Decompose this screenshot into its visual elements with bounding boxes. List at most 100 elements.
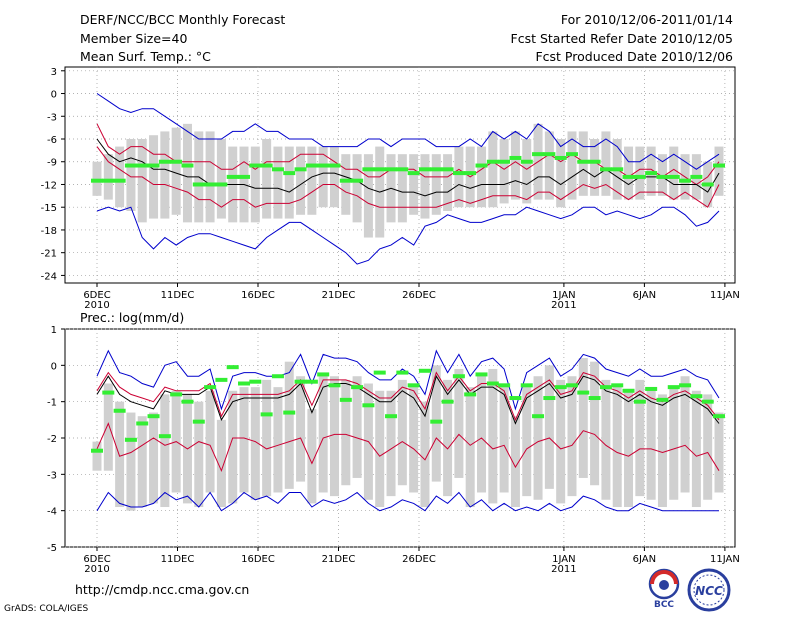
observation-mark bbox=[362, 167, 375, 172]
series-line-min bbox=[96, 491, 719, 512]
observation-mark bbox=[486, 159, 499, 164]
spread-box bbox=[137, 139, 147, 223]
spread-box bbox=[262, 139, 272, 219]
forecast-period: For 2010/12/06-2011/01/14 bbox=[560, 12, 733, 27]
spread-box bbox=[115, 146, 125, 208]
observation-mark bbox=[452, 374, 465, 379]
spread-box bbox=[160, 131, 170, 219]
observation-mark bbox=[656, 174, 669, 179]
observation-mark bbox=[226, 365, 239, 370]
y-tick-label: -9 bbox=[47, 158, 57, 169]
forecast-produced: Fcst Produced Date 2010/12/06 bbox=[535, 49, 733, 64]
x-tick-label: 11DEC bbox=[161, 290, 195, 301]
spread-box bbox=[510, 416, 520, 508]
observation-mark bbox=[328, 383, 341, 388]
observation-mark bbox=[430, 419, 443, 424]
observation-mark bbox=[645, 171, 658, 176]
observation-mark bbox=[170, 392, 183, 397]
observation-mark bbox=[385, 414, 398, 419]
observation-mark bbox=[136, 163, 149, 168]
observation-mark bbox=[147, 163, 160, 168]
spread-box bbox=[657, 394, 667, 508]
spread-box bbox=[669, 146, 679, 200]
observation-mark bbox=[226, 174, 239, 179]
spread-box bbox=[556, 379, 566, 504]
observation-mark bbox=[339, 397, 352, 402]
observation-mark bbox=[294, 167, 307, 172]
spread-box bbox=[624, 146, 634, 200]
observation-mark bbox=[192, 182, 205, 187]
spread-box bbox=[567, 131, 577, 200]
spread-box bbox=[409, 154, 419, 215]
spread-box bbox=[329, 146, 339, 208]
observation-mark bbox=[599, 167, 612, 172]
observation-mark bbox=[351, 385, 364, 390]
spread-box bbox=[296, 376, 306, 482]
observation-mark bbox=[102, 178, 115, 183]
spread-box bbox=[363, 154, 373, 238]
spread-box bbox=[397, 379, 407, 486]
spread-box bbox=[499, 387, 509, 493]
ncc-logo-text: NCC bbox=[695, 584, 723, 598]
observation-mark bbox=[204, 385, 217, 390]
observation-mark bbox=[690, 394, 703, 399]
series-line-upper bbox=[96, 371, 720, 422]
observation-mark bbox=[532, 152, 545, 157]
observation-mark bbox=[158, 159, 171, 164]
observation-mark bbox=[599, 385, 612, 390]
observation-mark bbox=[238, 174, 251, 179]
spread-box bbox=[533, 376, 543, 500]
bcc-logo: BCC bbox=[648, 568, 680, 610]
spread-box bbox=[307, 146, 317, 215]
x-tick-label: 21DEC bbox=[322, 290, 356, 301]
series-line-min bbox=[96, 206, 720, 265]
footer-url[interactable]: http://cmdp.ncc.cma.gov.cn bbox=[75, 582, 250, 597]
spread-box bbox=[386, 390, 396, 497]
spread-box bbox=[171, 127, 181, 215]
observation-mark bbox=[181, 163, 194, 168]
spread-box bbox=[103, 154, 113, 200]
spread-box bbox=[420, 401, 430, 508]
spread-box bbox=[510, 131, 520, 200]
observation-mark bbox=[192, 419, 205, 424]
observation-mark bbox=[543, 396, 556, 401]
y-tick-label: -4 bbox=[47, 507, 57, 518]
spread-box bbox=[352, 376, 362, 478]
spread-box bbox=[284, 361, 294, 489]
observation-mark bbox=[373, 370, 386, 375]
spread-box bbox=[273, 146, 283, 219]
observation-mark bbox=[317, 163, 330, 168]
observation-mark bbox=[430, 167, 443, 172]
observation-mark bbox=[701, 399, 714, 404]
observation-mark bbox=[362, 403, 375, 408]
spread-box bbox=[137, 416, 147, 508]
spread-box bbox=[691, 390, 701, 508]
x-tick-label: 26DEC bbox=[402, 290, 436, 301]
x-tick-sublabel: 2010 bbox=[84, 300, 109, 311]
y-tick-label: -3 bbox=[47, 112, 57, 123]
observation-mark bbox=[622, 388, 635, 393]
series-line-mean bbox=[96, 374, 720, 425]
y-tick-label: -5 bbox=[47, 543, 57, 554]
spread-box bbox=[646, 387, 656, 500]
spread-box bbox=[205, 390, 215, 493]
observation-mark bbox=[271, 167, 284, 172]
spread-box bbox=[284, 146, 294, 219]
spread-box bbox=[352, 154, 362, 223]
spread-box bbox=[601, 379, 611, 500]
observation-mark bbox=[249, 379, 262, 384]
observation-mark bbox=[407, 383, 420, 388]
y-tick-label: 3 bbox=[51, 67, 57, 78]
observation-mark bbox=[441, 167, 454, 172]
observation-mark bbox=[701, 182, 714, 187]
observation-mark bbox=[407, 171, 420, 176]
observation-mark bbox=[452, 171, 465, 176]
series-line-lower bbox=[96, 146, 720, 208]
observation-mark bbox=[509, 396, 522, 401]
spread-box bbox=[341, 154, 351, 215]
observation-mark bbox=[158, 434, 171, 439]
spread-box bbox=[228, 390, 238, 504]
spread-box bbox=[544, 131, 554, 200]
spread-box bbox=[635, 146, 645, 200]
